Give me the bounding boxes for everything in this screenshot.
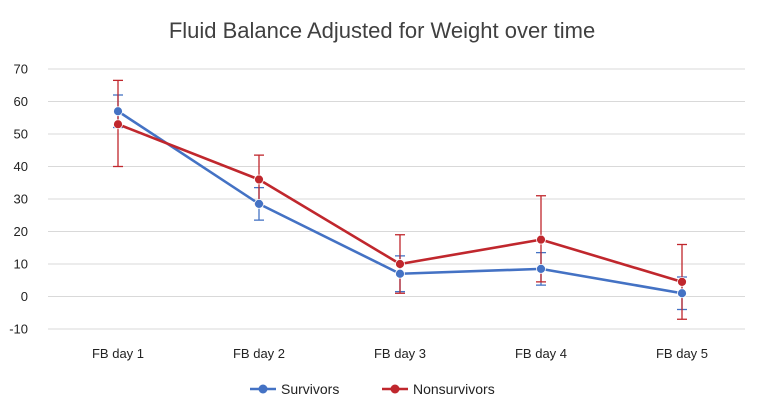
legend-swatch-marker: [258, 384, 268, 394]
legend: Survivors Nonsurvivors: [250, 381, 495, 397]
data-point-nonsurvivors: [254, 174, 264, 185]
y-tick-label: 60: [14, 94, 28, 109]
x-tick-label: FB day 4: [515, 346, 567, 361]
y-tick-label: 40: [14, 159, 28, 174]
y-tick-label: 50: [14, 127, 28, 142]
error-bars: [113, 79, 687, 320]
data-point-survivors: [113, 106, 123, 117]
data-point-survivors: [254, 198, 264, 209]
data-point-nonsurvivors: [113, 119, 123, 130]
y-tick-label: 30: [14, 192, 28, 207]
data-point-nonsurvivors: [536, 234, 546, 245]
data-point-survivors: [536, 263, 546, 274]
grid: [48, 68, 745, 330]
y-tick-label: 0: [21, 289, 28, 304]
data-points: [113, 106, 687, 299]
legend-label: Survivors: [281, 381, 339, 397]
data-point-survivors: [677, 288, 687, 299]
y-tick-label: 10: [14, 257, 28, 272]
legend-swatch-marker: [390, 384, 400, 394]
y-tick-label: -10: [9, 322, 28, 337]
legend-item-nonsurvivors: Nonsurvivors: [382, 381, 495, 397]
x-tick-label: FB day 5: [656, 346, 708, 361]
legend-item-survivors: Survivors: [250, 381, 339, 397]
data-point-nonsurvivors: [677, 276, 687, 287]
x-tick-label: FB day 3: [374, 346, 426, 361]
y-tick-label: 20: [14, 224, 28, 239]
x-axis-ticks: FB day 1 FB day 2 FB day 3 FB day 4 FB day 5: [92, 346, 708, 361]
y-axis-ticks: -10 0 10 20 30 40 50 60 70: [9, 62, 28, 337]
x-tick-label: FB day 1: [92, 346, 144, 361]
chart-title: Fluid Balance Adjusted for Weight over t…: [169, 18, 595, 43]
x-tick-label: FB day 2: [233, 346, 285, 361]
legend-label: Nonsurvivors: [413, 381, 495, 397]
data-point-survivors: [395, 268, 405, 279]
y-tick-label: 70: [14, 62, 28, 77]
data-point-nonsurvivors: [395, 259, 405, 269]
